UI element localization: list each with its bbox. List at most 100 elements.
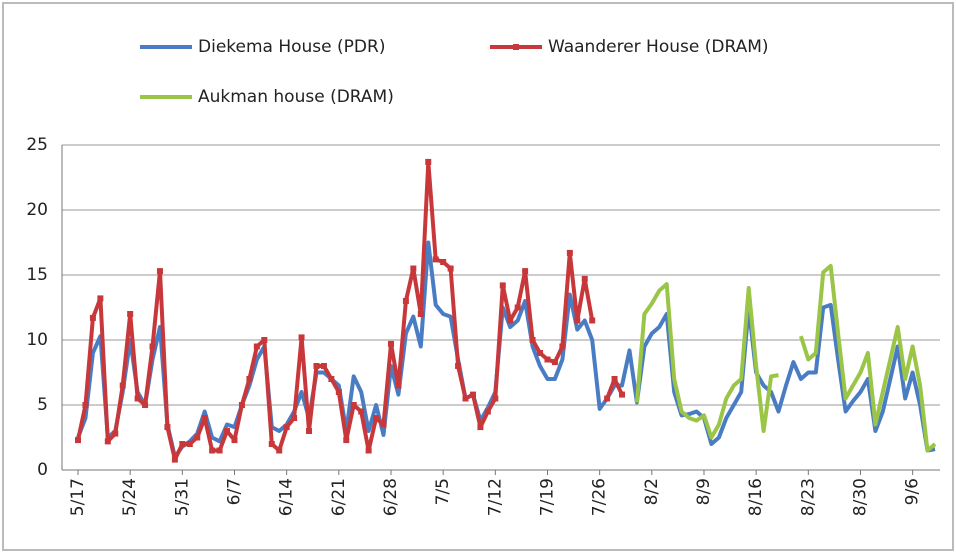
data-point: [276, 447, 283, 454]
y-tick-label: 5: [37, 395, 48, 415]
x-tick-label: 5/31: [172, 478, 192, 516]
x-tick-label: 8/2: [642, 478, 662, 505]
data-point: [112, 430, 119, 437]
data-point: [387, 340, 394, 347]
data-point: [231, 437, 238, 444]
data-point: [119, 382, 126, 389]
data-point: [306, 428, 313, 434]
data-point: [186, 441, 193, 447]
data-point: [358, 408, 365, 415]
x-tick-label: 7/26: [590, 478, 610, 516]
data-point: [291, 415, 298, 421]
data-point: [417, 311, 424, 317]
data-point: [410, 265, 417, 272]
x-tick-label: 6/7: [224, 478, 244, 505]
data-point: [156, 268, 163, 275]
data-point: [104, 438, 111, 445]
series-line: [634, 263, 937, 453]
data-point: [432, 256, 439, 263]
x-tick-label: 5/24: [120, 478, 140, 516]
data-point: [551, 359, 558, 366]
data-point: [134, 395, 141, 402]
data-point: [469, 391, 476, 398]
data-point: [477, 424, 484, 431]
data-point: [365, 447, 372, 454]
y-tick-label: 10: [26, 330, 48, 350]
data-point: [566, 249, 573, 256]
x-tick-label: 7/19: [537, 478, 557, 516]
data-point: [238, 402, 245, 408]
data-point: [328, 376, 335, 382]
data-point: [447, 265, 454, 272]
data-point: [201, 415, 208, 421]
data-point: [440, 259, 447, 265]
x-tick-label: 8/16: [746, 478, 766, 516]
x-tick-label: 9/6: [903, 478, 923, 505]
data-point: [499, 282, 506, 289]
data-point: [179, 441, 186, 447]
data-point: [544, 356, 551, 363]
data-point: [611, 376, 618, 382]
data-point: [343, 437, 350, 444]
data-point: [216, 447, 223, 454]
data-point: [335, 389, 342, 395]
data-point: [246, 376, 253, 382]
data-point: [425, 158, 432, 165]
data-point: [224, 428, 231, 434]
x-tick-label: 6/28: [381, 478, 401, 516]
x-tick-label: 8/30: [850, 478, 870, 516]
x-tick-label: 5/17: [68, 478, 88, 516]
data-point: [373, 415, 380, 421]
data-point: [82, 402, 89, 408]
y-tick-label: 20: [26, 200, 48, 220]
x-tick-label: 7/5: [433, 478, 453, 505]
legend-label: Diekema House (PDR): [198, 37, 385, 57]
data-point: [395, 382, 402, 389]
x-tick-label: 6/21: [329, 478, 349, 516]
data-point: [619, 391, 626, 398]
data-point: [171, 456, 178, 463]
y-tick-label: 0: [37, 460, 48, 480]
legend-marker: [513, 44, 519, 50]
data-point: [194, 434, 201, 441]
data-point: [589, 317, 596, 324]
data-point: [559, 343, 566, 350]
data-point: [574, 317, 581, 324]
x-tick-label: 7/12: [485, 478, 505, 516]
data-point: [283, 424, 290, 431]
data-point: [75, 437, 81, 444]
data-point: [380, 421, 387, 428]
data-point: [313, 363, 320, 369]
series-line: [76, 240, 936, 459]
data-point: [350, 402, 357, 408]
data-point: [455, 363, 462, 369]
data-point: [268, 441, 275, 447]
data-point: [320, 363, 327, 369]
data-point: [537, 350, 544, 356]
x-tick-label: 8/9: [694, 478, 714, 505]
legend-label: Aukman house (DRAM): [198, 87, 394, 107]
data-point: [261, 337, 268, 343]
data-point: [492, 395, 499, 402]
data-point: [209, 447, 216, 454]
data-point: [507, 317, 514, 324]
data-point: [581, 275, 588, 282]
data-point: [89, 314, 96, 321]
data-point: [522, 268, 529, 275]
data-point: [402, 298, 409, 304]
x-tick-label: 6/14: [277, 478, 297, 516]
legend-label: Waanderer House (DRAM): [548, 37, 769, 57]
data-point: [97, 295, 104, 302]
data-point: [462, 395, 469, 402]
y-tick-label: 15: [26, 265, 48, 285]
data-point: [253, 343, 260, 350]
data-point: [298, 334, 305, 341]
data-point: [604, 395, 611, 402]
data-point: [164, 424, 171, 431]
data-point: [149, 343, 156, 350]
data-point: [142, 402, 149, 408]
data-point: [514, 304, 521, 311]
x-tick-label: 8/23: [798, 478, 818, 516]
